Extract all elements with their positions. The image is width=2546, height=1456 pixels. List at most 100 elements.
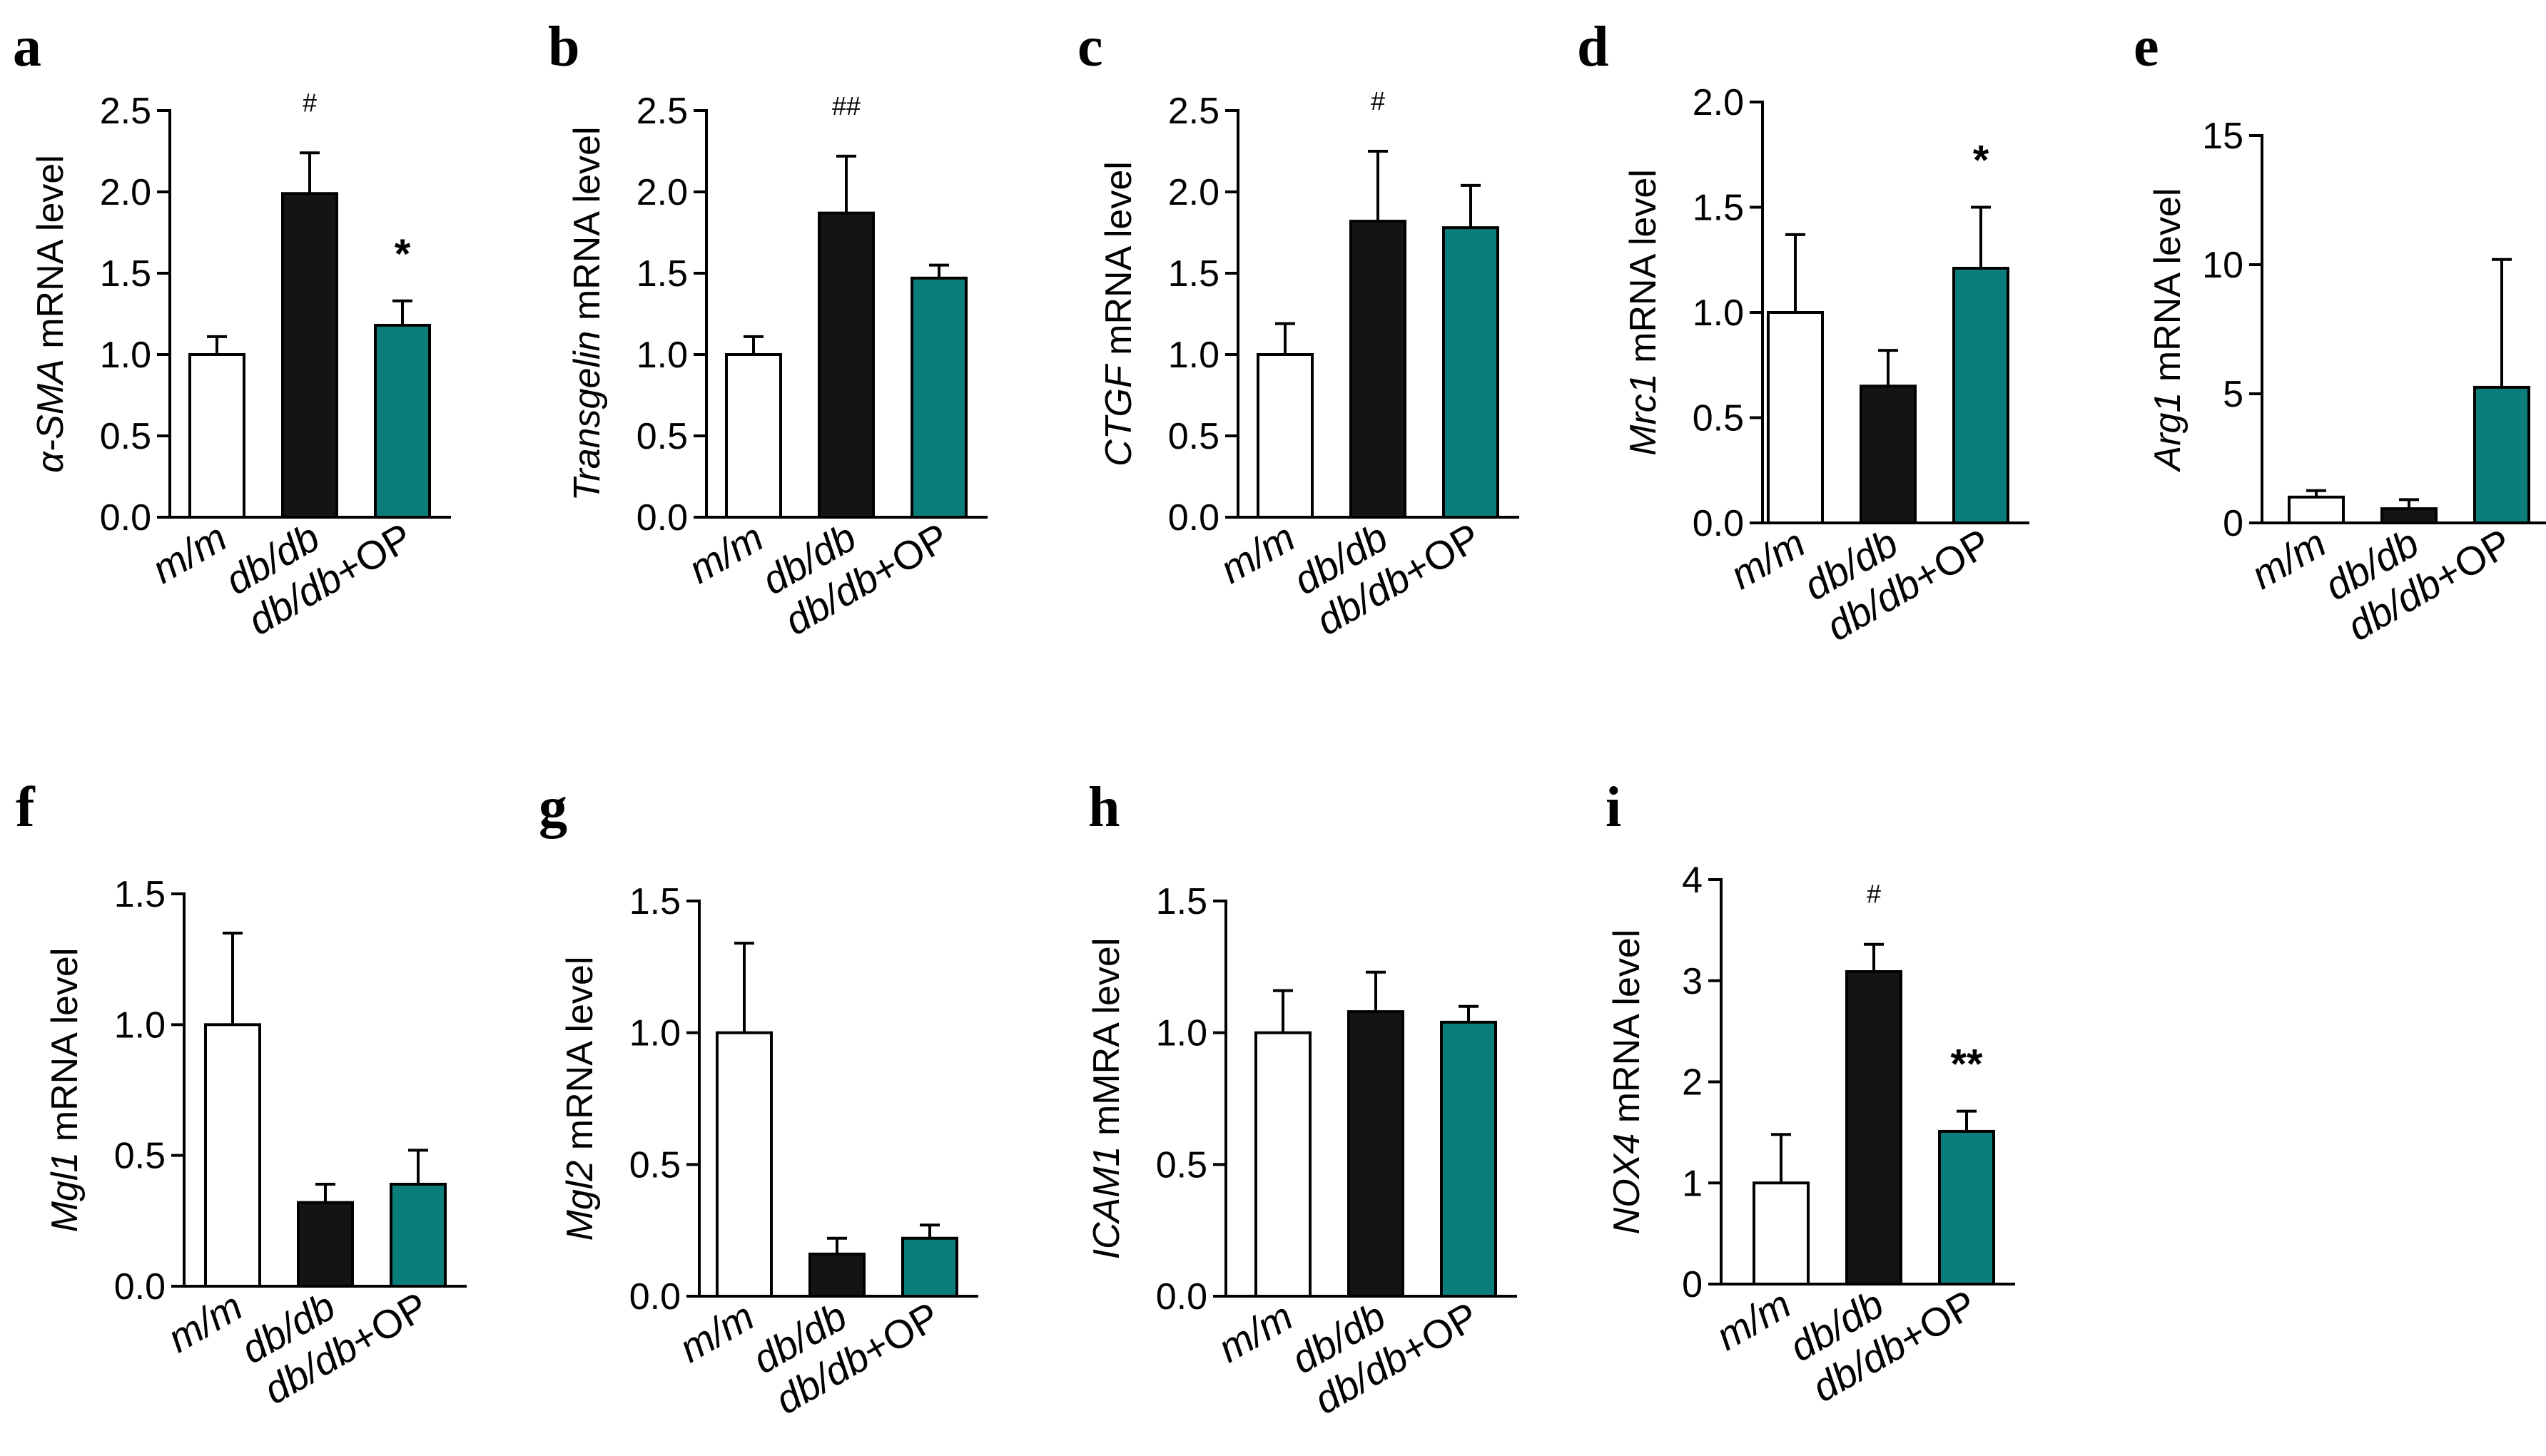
y-axis-label-gene: CTGF [1098, 363, 1140, 467]
y-tick-label: 3 [1682, 961, 1703, 1002]
y-axis-label-text: mRNA level [44, 948, 86, 1152]
y-tick-label: 0.5 [1168, 416, 1219, 457]
significance-mark: * [395, 231, 411, 278]
bar [1753, 1181, 1810, 1286]
y-tick-label: 1.0 [1168, 335, 1219, 376]
y-tick-label: 0.0 [100, 497, 151, 539]
y-tick-label: 2.5 [100, 91, 151, 132]
bar [1442, 226, 1499, 519]
x-category-label: m/m [144, 514, 234, 592]
y-axis-label: Transgelin mRNA level [567, 126, 608, 501]
y-tick-label: 0.5 [100, 416, 151, 457]
panel-letter: h [1088, 776, 1120, 839]
y-tick-label: 1.5 [629, 881, 681, 922]
y-tick-label: 2.0 [636, 172, 688, 213]
bar [911, 276, 968, 519]
y-tick-label: 0.5 [1156, 1144, 1207, 1186]
significance-mark: * [1973, 138, 1989, 184]
y-axis-label-gene: ICAM1 [1086, 1146, 1127, 1259]
y-tick-label: 1.5 [1156, 881, 1207, 922]
chart-panel-a: a # * 0.0 0.5 1.0 1.5 2.0 2.5 α-SMA mRNA level m/m… [13, 16, 451, 643]
bar [808, 1252, 866, 1298]
y-tick-label: 0 [2223, 503, 2243, 544]
bar [390, 1183, 447, 1288]
y-tick-label: 0.0 [629, 1276, 681, 1318]
bar [204, 1023, 261, 1288]
y-axis-label-text: mRNA level [567, 126, 608, 330]
chart-panel-b: b ## 0.0 0.5 1.0 1.5 2.0 2.5 Transgelin mRNA lev… [548, 16, 988, 643]
y-tick-label: 10 [2202, 245, 2243, 286]
panel-letter: d [1577, 16, 1609, 78]
panel-letter: c [1077, 16, 1103, 78]
x-category-label: m/m [1708, 1281, 1798, 1359]
y-tick-label: 1.5 [636, 253, 688, 295]
y-axis-label-gene: Mgl2 [559, 1161, 601, 1241]
y-axis-label: Mgl2 mRNA level [559, 957, 601, 1241]
bar [2473, 385, 2530, 525]
bar [2380, 507, 2438, 525]
bar [716, 1031, 773, 1298]
bar [1767, 311, 1824, 524]
bar [901, 1236, 958, 1298]
y-axis-label-text: mRNA level [2147, 188, 2189, 392]
y-tick-label: 1.0 [1156, 1013, 1207, 1054]
y-axis-label-text: mRNA level [30, 155, 71, 359]
bar [1440, 1020, 1497, 1298]
significance-mark: # [1867, 880, 1881, 909]
panel-letter: f [16, 776, 36, 839]
y-tick-label: 0.5 [629, 1144, 681, 1186]
significance-mark: ** [1950, 1042, 1983, 1088]
y-axis-label: ICAM1 mMRA level [1086, 938, 1127, 1260]
y-tick-label: 5 [2223, 374, 2243, 415]
y-tick-label: 0.5 [636, 416, 688, 457]
y-tick-label: 0.0 [636, 497, 688, 539]
significance-mark: # [1371, 86, 1385, 116]
y-axis-label: CTGF mRNA level [1098, 161, 1140, 467]
y-tick-label: 1.0 [629, 1013, 681, 1054]
y-axis-label-gene: Transgelin [567, 331, 608, 502]
y-axis-label-text: mMRA level [1086, 938, 1127, 1146]
y-axis-label-gene: NOX4 [1606, 1134, 1648, 1235]
y-tick-label: 1.5 [1693, 188, 1744, 229]
panel-letter: i [1606, 776, 1621, 839]
y-axis-label: α-SMA mRNA level [30, 155, 71, 473]
x-category-label: m/m [1210, 1293, 1300, 1371]
y-axis-label: Mrc1 mRNA level [1623, 169, 1664, 456]
y-tick-label: 0.0 [1693, 503, 1744, 544]
y-tick-label: 2.5 [1168, 91, 1219, 132]
y-axis-label-gene: Arg1 [2147, 392, 2189, 473]
y-tick-label: 0.5 [114, 1136, 166, 1177]
y-tick-label: 2 [1682, 1062, 1703, 1104]
bar [281, 192, 338, 519]
x-category-label: m/m [681, 514, 771, 592]
y-axis-label-text: mRNA level [1606, 930, 1648, 1134]
y-axis-label-gene: Mrc1 [1623, 373, 1664, 456]
bar [297, 1201, 354, 1288]
x-category-label: m/m [2243, 520, 2333, 598]
bar [725, 353, 782, 519]
y-tick-label: 0.0 [1156, 1276, 1207, 1318]
bar [818, 211, 875, 519]
panel-letter: b [548, 16, 580, 78]
y-tick-label: 2.0 [1693, 82, 1744, 123]
y-tick-label: 4 [1682, 860, 1703, 901]
y-axis-label-gene: Mgl1 [44, 1152, 86, 1233]
bar [2288, 495, 2345, 524]
y-tick-label: 2.0 [1168, 172, 1219, 213]
y-axis-label: Arg1 mRNA level [2147, 188, 2189, 473]
panel-letter: g [539, 776, 567, 839]
y-tick-label: 1 [1682, 1163, 1703, 1204]
bar [1349, 220, 1406, 519]
y-axis-label-text: mRNA level [559, 957, 601, 1161]
significance-mark: ## [832, 91, 861, 121]
panel-letter: a [13, 16, 41, 78]
y-tick-label: 1.5 [114, 874, 166, 915]
x-category-label: m/m [160, 1283, 250, 1361]
y-tick-label: 1.5 [1168, 253, 1219, 295]
y-axis-label: Mgl1 mRNA level [44, 948, 86, 1233]
